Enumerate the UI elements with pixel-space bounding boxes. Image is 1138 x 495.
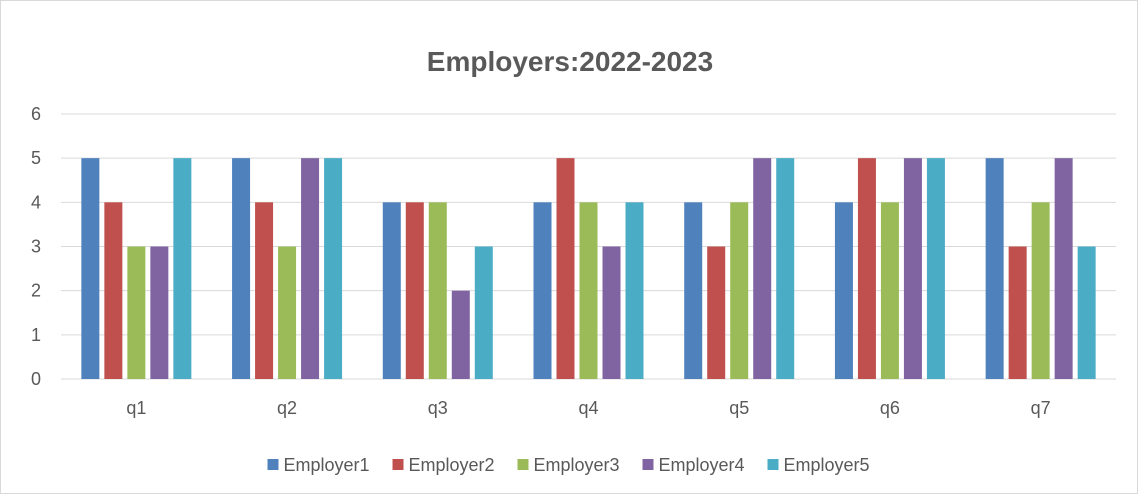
y-tick-label: 5 [31,148,41,168]
x-tick-label: q5 [729,398,749,418]
bar-employer4-q5 [753,158,772,379]
bar-employer3-q7 [1031,202,1050,379]
y-tick-label: 3 [31,237,41,257]
bar-employer2-q2 [255,202,274,379]
bar-employer3-q1 [127,246,146,379]
bar-employer5-q2 [324,158,343,379]
legend-swatch [642,459,654,470]
x-axis-ticks: q1 q2 q3 q4 q5 q6 q7 [126,398,1050,418]
legend-label: Employer5 [784,455,870,475]
x-tick-label: q3 [428,398,448,418]
bar-employer4-q7 [1054,158,1073,379]
bar-employer2-q6 [857,158,876,379]
legend-swatch [517,459,529,470]
bar-employer5-q3 [474,246,493,379]
bar-employer1-q2 [232,158,251,379]
y-tick-label: 2 [31,281,41,301]
bar-employer5-q1 [173,158,192,379]
bar-employer3-q4 [579,202,598,379]
y-tick-label: 6 [31,104,41,124]
y-tick-label: 4 [31,192,41,212]
bar-employer3-q2 [278,246,297,379]
bar-employer2-q4 [556,158,575,379]
bar-employer3-q6 [880,202,899,379]
bar-employer2-q5 [707,246,726,379]
bar-employer2-q3 [405,202,424,379]
bar-employer2-q1 [104,202,123,379]
legend-item: Employer5 [767,455,870,475]
x-tick-label: q7 [1031,398,1051,418]
bar-employer3-q3 [428,202,447,379]
legend-item: Employer1 [267,455,370,475]
bar-employer1-q5 [684,202,703,379]
y-tick-label: 0 [31,369,41,389]
bar-employer3-q5 [730,202,749,379]
x-tick-label: q6 [880,398,900,418]
bar-employer4-q2 [301,158,320,379]
bar-employer5-q7 [1077,246,1096,379]
legend-swatch [392,459,404,470]
bar-employer1-q7 [985,158,1004,379]
x-tick-label: q2 [277,398,297,418]
bar-employer1-q1 [81,158,100,379]
x-tick-label: q4 [578,398,598,418]
y-tick-label: 1 [31,325,41,345]
legend-swatch [267,459,279,470]
legend-swatch [767,459,779,470]
bars [81,158,1096,379]
bar-employer4-q3 [451,290,470,379]
bar-employer1-q4 [533,202,552,379]
bar-employer5-q4 [625,202,644,379]
bar-employer1-q3 [382,202,401,379]
legend-label: Employer1 [284,455,370,475]
bar-employer4-q6 [903,158,922,379]
x-tick-label: q1 [126,398,146,418]
bar-employer5-q6 [926,158,945,379]
bar-employer2-q7 [1008,246,1027,379]
bar-employer4-q4 [602,246,621,379]
legend-label: Employer2 [409,455,495,475]
chart-title: Employers:2022-2023 [427,46,713,77]
legend-item: Employer2 [392,455,495,475]
bar-employer5-q5 [776,158,795,379]
bar-employer1-q6 [834,202,853,379]
legend: Employer1 Employer2 Employer3 Employer4 Empl… [267,455,870,475]
legend-label: Employer4 [659,455,745,475]
y-axis-ticks: 0 1 2 3 4 5 6 [31,104,41,389]
legend-item: Employer4 [642,455,745,475]
legend-label: Employer3 [534,455,620,475]
legend-item: Employer3 [517,455,620,475]
bar-employer4-q1 [150,246,169,379]
